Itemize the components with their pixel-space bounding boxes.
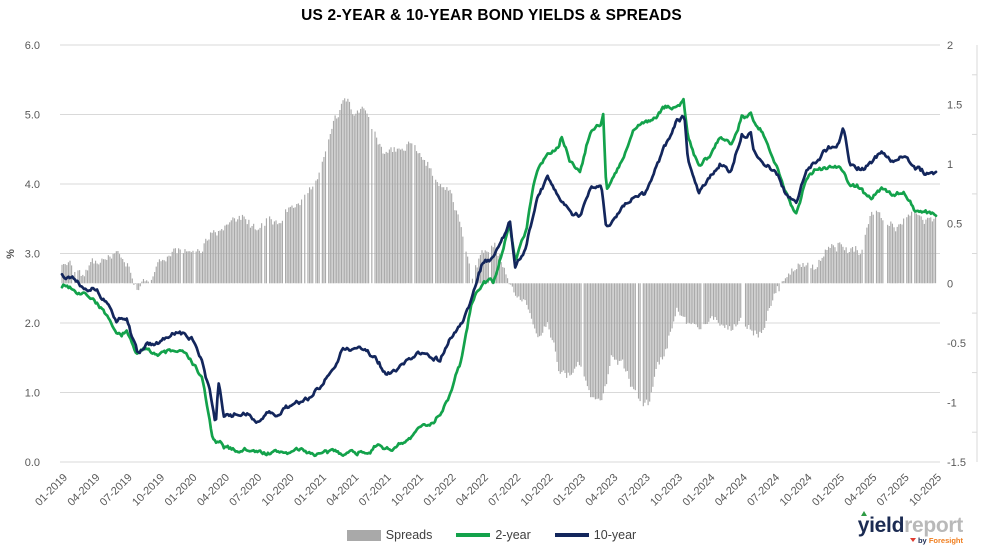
right-axis-line [972,45,978,462]
brand-word-yield: yield [857,513,905,537]
svg-text:10-2023: 10-2023 [648,472,685,509]
svg-text:04-2021: 04-2021 [324,472,361,509]
two-year-swatch [456,533,491,537]
left-axis-title: % [5,249,17,259]
byline-brand-name: Foresight [928,535,963,545]
svg-text:0: 0 [947,278,953,290]
svg-text:-0.5: -0.5 [947,338,966,350]
svg-text:2.0: 2.0 [25,318,40,330]
byline-by: by [917,535,927,545]
spread-bars [61,98,937,407]
svg-text:04-2020: 04-2020 [195,472,232,509]
legend-item-spreads: Spreads [346,528,433,542]
svg-text:07-2024: 07-2024 [745,472,782,509]
svg-text:0.0: 0.0 [25,457,40,469]
svg-text:2: 2 [947,40,953,52]
svg-text:10-2020: 10-2020 [260,472,297,509]
svg-text:0.5: 0.5 [947,219,962,231]
svg-text:07-2025: 07-2025 [875,472,912,509]
logo-triangle-icon [909,537,916,542]
svg-text:01-2021: 01-2021 [292,472,329,509]
svg-text:10-2024: 10-2024 [778,472,815,509]
svg-text:10-2019: 10-2019 [130,472,167,509]
svg-text:07-2020: 07-2020 [227,472,264,509]
svg-text:01-2020: 01-2020 [163,472,200,509]
legend-item-10-year: 10-year [554,528,637,542]
svg-text:1: 1 [947,159,953,171]
brand-wordmark: yieldreport [857,510,963,537]
svg-text:01-2022: 01-2022 [421,472,458,509]
svg-text:10-2021: 10-2021 [389,472,426,509]
brand-logo: yieldreport by Foresight [857,510,963,545]
chart-title: US 2-YEAR & 10-YEAR BOND YIELDS & SPREAD… [301,7,682,24]
legend-label-2-year: 2-year [495,528,531,542]
two-year-line [60,97,938,458]
svg-text:5.0: 5.0 [25,110,40,122]
svg-text:07-2021: 07-2021 [357,472,394,509]
svg-text:-1: -1 [947,397,957,409]
svg-text:-1.5: -1.5 [947,457,966,469]
svg-text:1.5: 1.5 [947,100,962,112]
svg-text:01-2019: 01-2019 [33,472,70,509]
svg-text:4.0: 4.0 [25,179,40,191]
svg-text:04-2019: 04-2019 [65,472,102,509]
svg-text:3.0: 3.0 [25,249,40,261]
svg-text:01-2023: 01-2023 [551,472,588,509]
svg-text:01-2024: 01-2024 [680,472,717,509]
svg-text:10-2025: 10-2025 [907,472,944,509]
svg-text:1.0: 1.0 [25,388,40,400]
ten-year-line [60,114,938,424]
svg-text:07-2023: 07-2023 [616,472,653,509]
svg-text:04-2024: 04-2024 [713,472,750,509]
svg-text:04-2025: 04-2025 [842,472,879,509]
ten-year-swatch [554,533,589,537]
svg-text:01-2025: 01-2025 [810,472,847,509]
svg-text:07-2022: 07-2022 [486,472,523,509]
svg-text:10-2022: 10-2022 [519,472,556,509]
brand-byline: by Foresight [858,535,963,545]
x-axis-labels: 01-201904-201907-201910-201901-202004-20… [33,472,944,509]
right-axis-labels: 2 1.5 1 0.5 0 -0.5 -1 -1.5 [947,40,966,469]
legend-label-spreads: Spreads [385,528,433,542]
spreads-swatch [346,529,381,541]
svg-text:04-2022: 04-2022 [454,472,491,509]
legend-label-10-year: 10-year [593,528,637,542]
left-axis-labels: 6.0 5.0 4.0 3.0 2.0 1.0 0.0 [25,40,40,469]
brand-word-report: report [904,513,963,537]
legend: Spreads 2-year 10-year [0,525,983,545]
svg-text:04-2023: 04-2023 [583,472,620,509]
logo-caret-icon [860,510,867,516]
gridlines [60,44,940,463]
svg-text:07-2019: 07-2019 [98,472,135,509]
legend-item-2-year: 2-year [456,528,531,542]
svg-text:6.0: 6.0 [25,40,40,52]
